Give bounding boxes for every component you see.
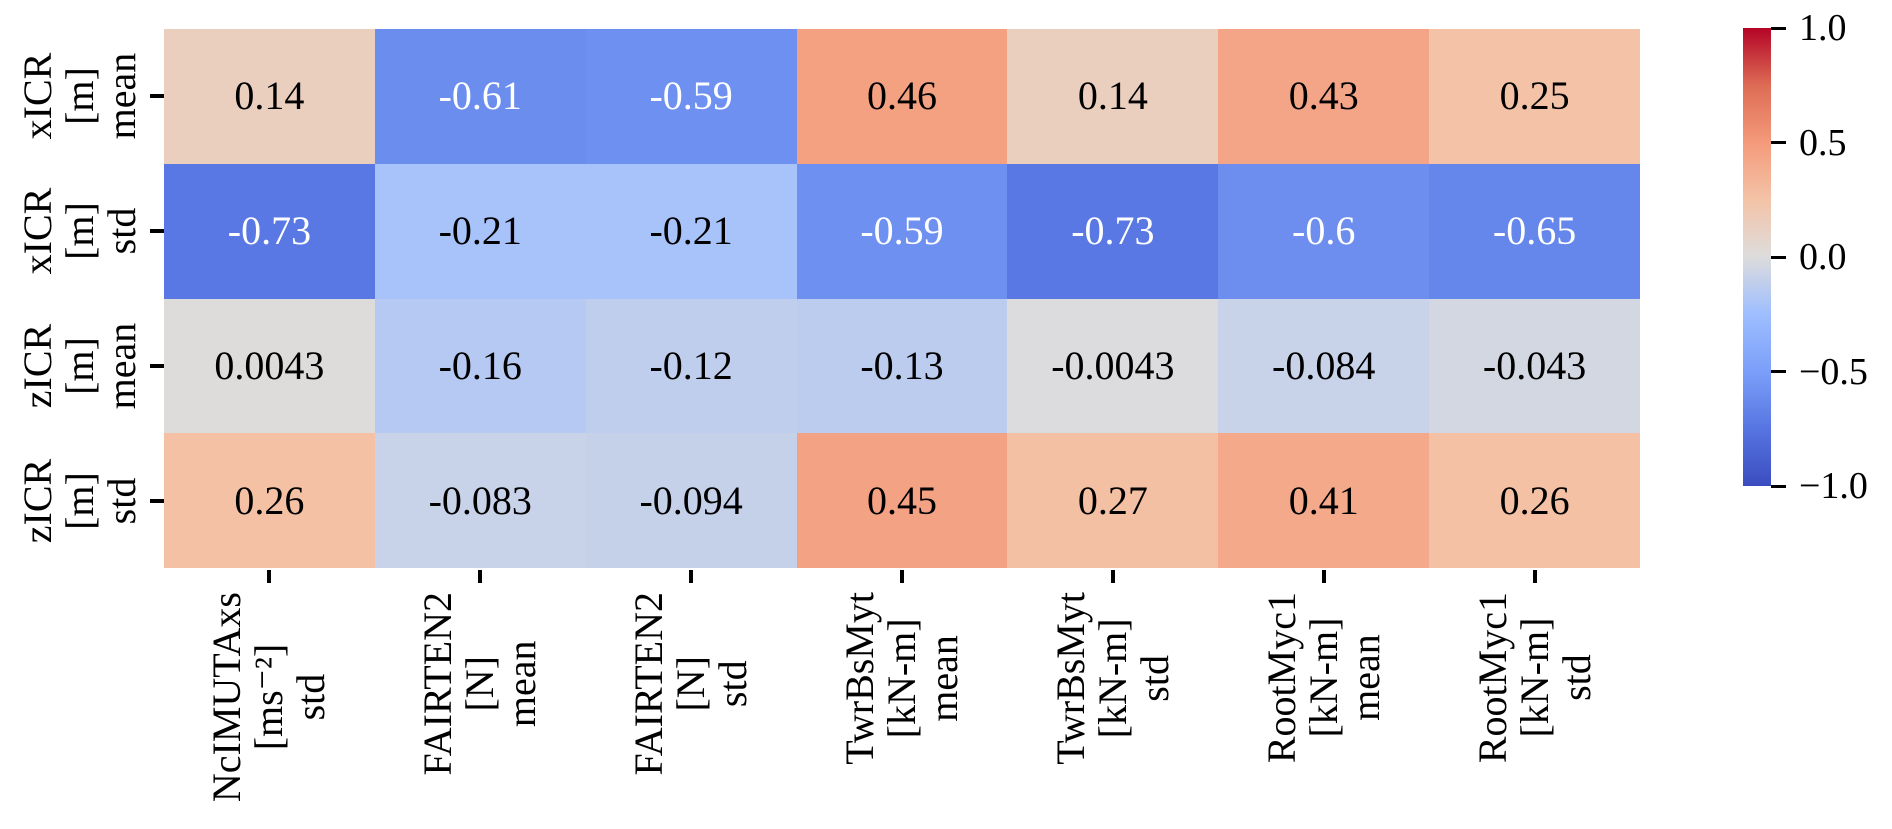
heatmap-cell-value: -0.59 [860,208,944,254]
heatmap-cell: -0.6 [1218,163,1430,299]
heatmap-cell-value: -0.59 [649,73,733,119]
x-tick-label: RootMyc1 [kN-m] mean [1258,592,1388,764]
heatmap-cell: -0.12 [585,298,797,434]
heatmap-cell-value: -0.084 [1272,342,1376,388]
y-tick-label: zICR [m] std [15,458,144,543]
heatmap-cell-value: 0.0043 [214,342,325,388]
y-tick-label: xICR [m] mean [15,53,144,140]
heatmap-cell-value: 0.45 [866,477,937,523]
heatmap-cell: -0.59 [585,29,797,164]
colorbar-tick-label: −1.0 [1799,465,1868,507]
heatmap-cell-value: -0.16 [438,342,522,388]
heatmap-cell: -0.0043 [1007,298,1219,434]
heatmap-cell: -0.73 [1007,163,1219,299]
x-tick-label: TwrBsMyt [kN-m] std [1047,592,1177,765]
heatmap-cell: -0.084 [1218,298,1430,434]
heatmap-cell-value: -0.12 [649,342,733,388]
heatmap-cell-value: -0.6 [1292,208,1356,254]
x-tick-mark [478,570,483,583]
heatmap-cell-value: -0.043 [1482,342,1587,388]
colorbar-tick-mark [1771,141,1786,144]
heatmap-cell-value: -0.73 [227,208,312,254]
heatmap-cell-value: 0.26 [1499,477,1570,523]
heatmap-cell: 0.46 [796,29,1008,164]
heatmap-cell: 0.0043 [164,298,375,434]
colorbar-tick-mark [1771,484,1786,488]
colorbar-tick-label: 0.5 [1799,121,1847,164]
heatmap-cell: -0.73 [164,163,375,299]
x-tick-mark [1110,570,1115,583]
heatmap-cell-value: 0.27 [1077,477,1148,523]
heatmap-cell-value: -0.73 [1071,208,1155,254]
x-tick-mark [267,570,272,583]
heatmap-cell-value: 0.46 [866,73,937,119]
heatmap-cell-value: 0.41 [1288,477,1359,523]
y-tick-label: xICR [m] std [15,187,144,275]
x-tick-mark [1321,570,1326,583]
heatmap-cell-value: 0.25 [1499,73,1570,119]
heatmap-cell: -0.61 [374,29,586,164]
colorbar-gradient [1743,28,1771,486]
heatmap-cell: -0.21 [585,163,797,299]
heatmap-cell: -0.043 [1429,298,1640,434]
x-tick-label: NcIMUTAxs [ms⁻²] std [204,592,334,803]
colorbar-tick-label: −0.5 [1799,350,1868,393]
heatmap-grid: 0.14 -0.61 -0.59 0.46 0.14 0.43 0.25 -0.73 -0.21… [164,29,1640,568]
heatmap-cell-value: 0.14 [234,73,305,119]
heatmap-cell: 0.27 [1007,433,1219,568]
y-tick-label: zICR [m] mean [15,322,144,410]
x-tick-label: TwrBsMyt [kN-m] mean [837,592,966,765]
heatmap-cell: -0.21 [374,163,586,299]
heatmap-cell: 0.14 [164,29,375,164]
heatmap-cell: 0.43 [1218,29,1430,164]
heatmap-cell-value: -0.21 [649,208,733,254]
colorbar-tick-mark [1771,255,1786,259]
heatmap-cell: 0.26 [1429,433,1640,568]
colorbar-tick-mark [1771,26,1786,30]
colorbar-tick-mark [1771,370,1786,373]
y-tick-mark [150,94,164,99]
heatmap-cell-value: -0.61 [438,73,522,119]
heatmap-cell: -0.65 [1429,163,1640,299]
heatmap-cell-value: 0.14 [1077,73,1148,119]
heatmap-cell-value: 0.26 [234,477,305,523]
heatmap-cell-value: -0.094 [639,477,743,523]
x-tick-mark [689,570,694,583]
y-tick-mark [150,363,164,368]
heatmap-cell: 0.41 [1218,433,1430,568]
heatmap-cell: 0.26 [164,433,375,568]
x-tick-label: RootMyc1 [kN-m] std [1469,592,1599,764]
heatmap-cell: 0.45 [796,433,1008,568]
heatmap-cell-value: -0.65 [1492,208,1577,254]
heatmap-cell-value: -0.13 [860,342,944,388]
x-tick-mark [900,570,904,583]
x-tick-mark [1532,570,1537,583]
heatmap-cell: -0.094 [585,433,797,568]
x-tick-label: FAIRTEN2 [N] mean [415,592,545,776]
heatmap-cell-value: 0.43 [1288,73,1359,119]
heatmap-cell: -0.59 [796,163,1008,299]
heatmap-cell: -0.13 [796,298,1008,434]
colorbar-tick-label: 0.0 [1799,236,1847,278]
y-tick-mark [150,498,164,503]
heatmap-cell-value: -0.083 [428,477,532,523]
heatmap-cell: -0.083 [374,433,586,568]
heatmap-cell-value: -0.21 [438,208,522,254]
heatmap-cell: 0.14 [1007,29,1219,164]
heatmap-cell: 0.25 [1429,29,1640,164]
x-tick-label: FAIRTEN2 [N] std [626,592,756,776]
y-tick-mark [150,229,164,234]
colorbar-tick-label: 1.0 [1799,7,1847,49]
heatmap-cell: -0.16 [374,298,586,434]
heatmap-cell-value: -0.0043 [1051,342,1175,388]
